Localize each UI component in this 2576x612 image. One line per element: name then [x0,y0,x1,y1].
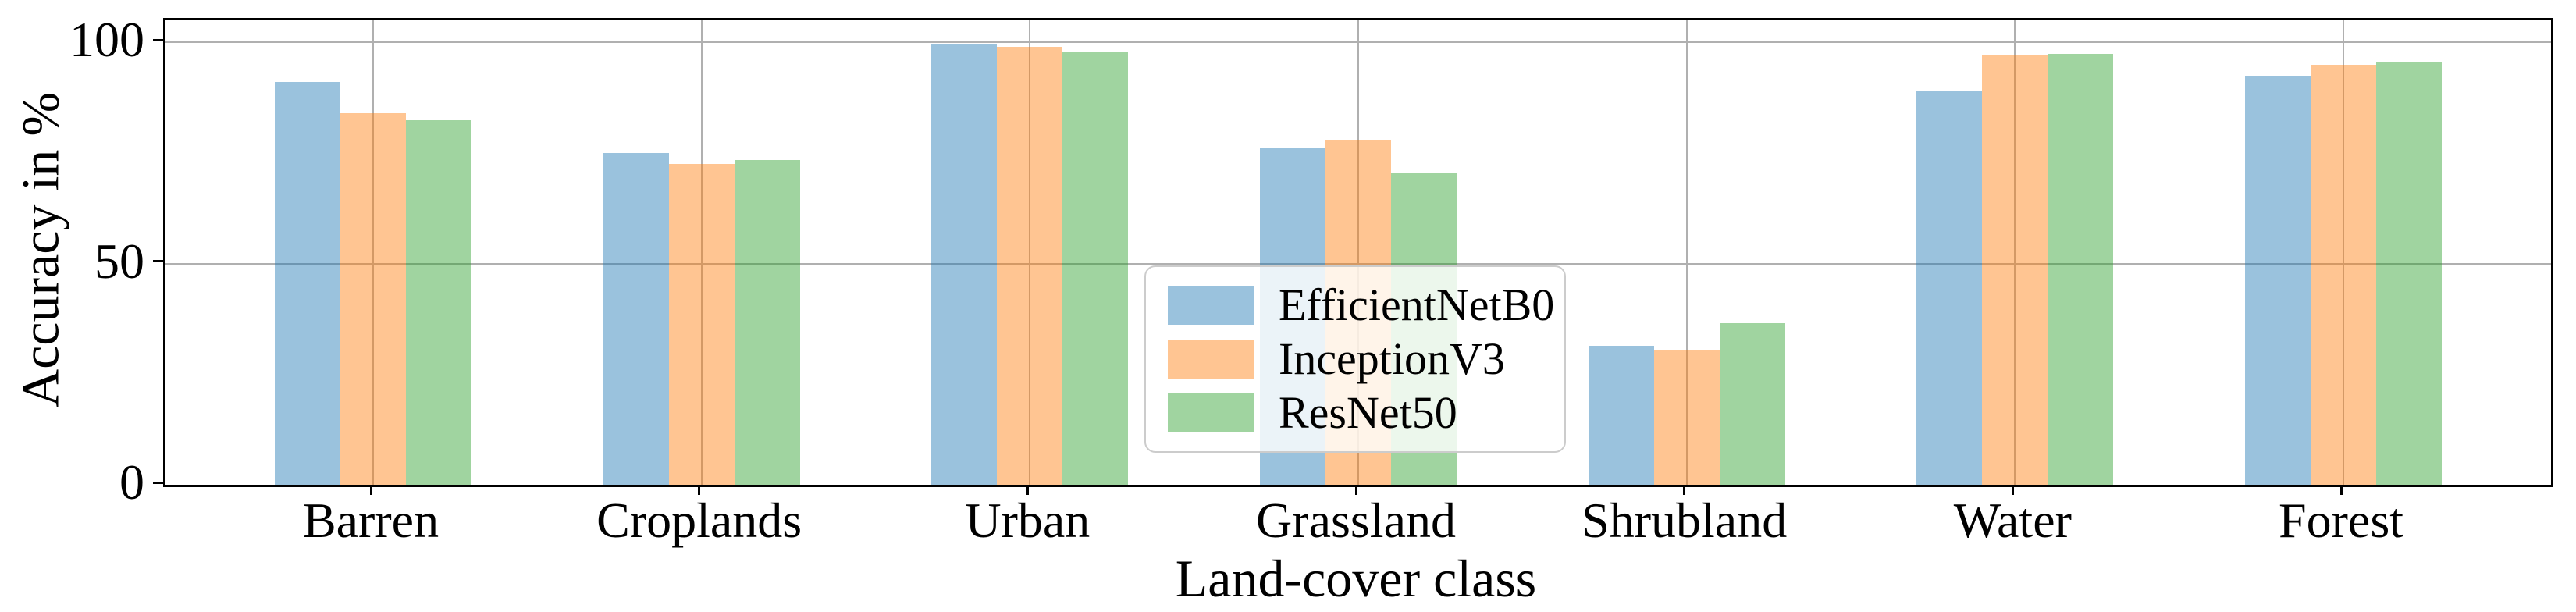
y-tick-100 [153,38,163,41]
legend-item-inceptionv3: InceptionV3 [1168,336,1542,382]
bar-shrubland-resnet50 [1719,323,1785,485]
bar-urban-inceptionv3 [997,47,1063,485]
x-tick-label-shrubland: Shrubland [1582,493,1788,548]
x-tick-water [2011,485,2014,495]
bar-water-efficientnetb0 [1916,91,1983,485]
bar-croplands-inceptionv3 [668,164,735,485]
x-tick-label-forest: Forest [2279,493,2403,548]
bar-forest-inceptionv3 [2311,64,2376,485]
bar-water-resnet50 [2048,53,2114,485]
x-tick-grassland [1354,485,1357,495]
bar-barren-inceptionv3 [340,113,406,485]
legend-item-resnet50: ResNet50 [1168,390,1542,436]
bar-forest-resnet50 [2376,62,2442,485]
bar-croplands-resnet50 [734,159,800,485]
y-tick-label-100: 100 [69,12,144,68]
v-gridline-urban [1029,20,1031,485]
x-tick-barren [369,485,372,495]
x-tick-label-grassland: Grassland [1256,493,1456,548]
x-tick-label-croplands: Croplands [596,493,802,548]
y-tick-50 [153,260,163,263]
legend-swatch-efficientnetb0 [1168,286,1254,325]
bar-shrubland-inceptionv3 [1653,350,1720,485]
v-gridline-shrubland [1685,20,1688,485]
x-tick-shrubland [1683,485,1686,495]
y-tick-0 [153,481,163,484]
x-tick-label-water: Water [1953,493,2072,548]
legend-label-efficientnetb0: EfficientNetB0 [1279,279,1555,330]
legend-label-inceptionv3: InceptionV3 [1279,333,1505,384]
legend-item-efficientnetb0: EfficientNetB0 [1168,283,1554,328]
v-gridline-croplands [700,20,703,485]
x-axis-title: Land-cover class [1175,549,1537,608]
bar-urban-efficientnetb0 [931,44,998,485]
y-tick-label-0: 0 [119,454,144,510]
legend-label-resnet50: ResNet50 [1279,387,1457,438]
v-gridline-grassland [1357,20,1359,485]
legend: EfficientNetB0 InceptionV3 ResNet50 [1144,265,1566,453]
bar-croplands-efficientnetb0 [603,153,669,485]
bar-water-inceptionv3 [1982,55,2048,485]
bar-barren-resnet50 [406,119,471,485]
v-gridline-barren [372,20,374,485]
bar-forest-efficientnetb0 [2245,75,2311,485]
bar-urban-resnet50 [1062,51,1129,485]
v-gridline-water [2014,20,2016,485]
x-tick-forest [2339,485,2343,495]
legend-swatch-resnet50 [1168,393,1254,432]
x-tick-label-urban: Urban [965,493,1091,548]
x-tick-label-barren: Barren [302,493,439,548]
bar-barren-efficientnetb0 [275,82,340,485]
v-gridline-forest [2343,20,2344,485]
y-tick-label-50: 50 [94,233,144,289]
x-tick-croplands [698,485,701,495]
x-tick-urban [1026,485,1029,495]
legend-swatch-inceptionv3 [1168,340,1254,379]
bar-shrubland-efficientnetb0 [1588,345,1654,485]
